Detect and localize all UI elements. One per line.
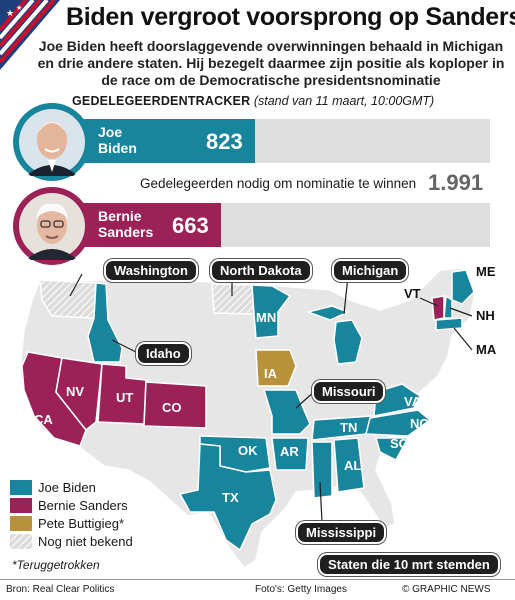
biden-name-first: Joe bbox=[98, 124, 123, 140]
state-michigan bbox=[305, 305, 363, 365]
biden-bar bbox=[78, 119, 255, 163]
tracker-heading: GEDELEGEERDENTRACKER (stand van 11 maart… bbox=[72, 94, 434, 108]
source-credit: Bron: Real Clear Politics bbox=[6, 584, 115, 595]
state-nevada bbox=[55, 357, 103, 432]
label-al: AL bbox=[344, 458, 361, 473]
label-ar: AR bbox=[280, 444, 299, 459]
svg-text:★: ★ bbox=[6, 9, 14, 19]
sanders-bar bbox=[78, 203, 221, 247]
state-north-dakota bbox=[211, 283, 255, 315]
sanders-portrait bbox=[13, 187, 91, 265]
us-map: MN CA NV UT CO IA OK AR TX TN VA NC SC A… bbox=[19, 264, 497, 570]
state-colorado bbox=[143, 381, 207, 429]
state-virginia bbox=[373, 383, 421, 417]
tracker-subtitle: (stand van 11 maart, 10:00GMT) bbox=[253, 94, 435, 108]
state-maine bbox=[451, 269, 475, 305]
legend-label-unknown: Nog niet bekend bbox=[38, 534, 133, 549]
label-nh: NH bbox=[476, 308, 495, 323]
label-tn: TN bbox=[340, 420, 357, 435]
label-ca: CA bbox=[34, 412, 53, 427]
legend-label-biden: Joe Biden bbox=[38, 480, 96, 495]
legend-label-sanders: Bernie Sanders bbox=[38, 498, 128, 513]
callout-missouri: Missouri bbox=[312, 380, 386, 403]
delegates-needed-value: 1.991 bbox=[428, 170, 484, 195]
label-ma: MA bbox=[476, 342, 497, 357]
label-tx: TX bbox=[222, 490, 239, 505]
biden-name: Joe Biden bbox=[98, 124, 137, 156]
label-ut: UT bbox=[116, 390, 133, 405]
footnote: *Teruggetrokken bbox=[12, 558, 100, 572]
sanders-name-last: Sanders bbox=[98, 224, 154, 240]
copyright: © GRAPHIC NEWS bbox=[402, 584, 491, 595]
legend-swatch-biden bbox=[10, 480, 32, 495]
state-north-carolina bbox=[365, 409, 432, 437]
photo-credit: Foto's: Getty Images bbox=[255, 584, 347, 595]
state-washington bbox=[39, 279, 97, 319]
state-massachusetts bbox=[435, 317, 463, 331]
callout-washington: Washington bbox=[104, 259, 198, 282]
biden-portrait bbox=[13, 103, 91, 181]
lead-paragraph: Joe Biden heeft doorslaggevende overwinn… bbox=[37, 38, 505, 88]
legend-swatch-buttigieg bbox=[10, 516, 32, 531]
sanders-delegates: 663 bbox=[172, 213, 209, 238]
legend-swatch-sanders bbox=[10, 498, 32, 513]
svg-text:★: ★ bbox=[16, 4, 22, 12]
label-me: ME bbox=[476, 264, 496, 279]
march10-label: Staten die 10 mrt stemden bbox=[318, 553, 500, 576]
label-ok: OK bbox=[238, 443, 258, 458]
callout-north-dakota: North Dakota bbox=[210, 259, 312, 282]
callout-michigan: Michigan bbox=[332, 259, 409, 282]
state-vermont bbox=[431, 295, 445, 321]
state-utah bbox=[97, 363, 147, 425]
callout-idaho: Idaho bbox=[136, 342, 191, 365]
callout-mississippi: Mississippi bbox=[296, 521, 387, 544]
state-south-carolina bbox=[375, 437, 410, 461]
label-nc: NC bbox=[410, 416, 429, 431]
state-iowa bbox=[255, 349, 297, 387]
label-vt: VT bbox=[404, 286, 421, 301]
label-mn: MN bbox=[256, 310, 276, 325]
us-flag-icon: ★ ★ bbox=[0, 0, 60, 70]
biden-name-last: Biden bbox=[98, 140, 137, 156]
state-idaho bbox=[87, 282, 123, 363]
state-missouri bbox=[262, 389, 311, 435]
state-arkansas bbox=[271, 437, 309, 471]
label-co: CO bbox=[162, 400, 182, 415]
state-mississippi bbox=[311, 441, 333, 499]
state-minnesota bbox=[251, 284, 292, 339]
label-va: VA bbox=[404, 394, 422, 409]
label-sc: SC bbox=[390, 436, 409, 451]
sanders-name: Bernie Sanders bbox=[98, 208, 153, 240]
state-new-hampshire bbox=[443, 294, 453, 319]
footer-divider bbox=[0, 579, 515, 580]
tracker-title: GEDELEGEERDENTRACKER bbox=[72, 94, 251, 108]
legend-swatch-unknown bbox=[10, 534, 32, 549]
biden-delegates: 823 bbox=[206, 129, 243, 154]
sanders-name-first: Bernie bbox=[98, 208, 142, 224]
delegates-needed-label: Gedelegeerden nodig om nominatie te winn… bbox=[140, 176, 417, 191]
page-title: Biden vergroot voorsprong op Sanders bbox=[66, 3, 515, 31]
label-ia: IA bbox=[264, 366, 278, 381]
state-texas bbox=[178, 443, 277, 552]
legend-label-buttigieg: Pete Buttigieg* bbox=[38, 516, 125, 531]
state-alabama bbox=[333, 437, 365, 493]
label-nv: NV bbox=[66, 384, 84, 399]
